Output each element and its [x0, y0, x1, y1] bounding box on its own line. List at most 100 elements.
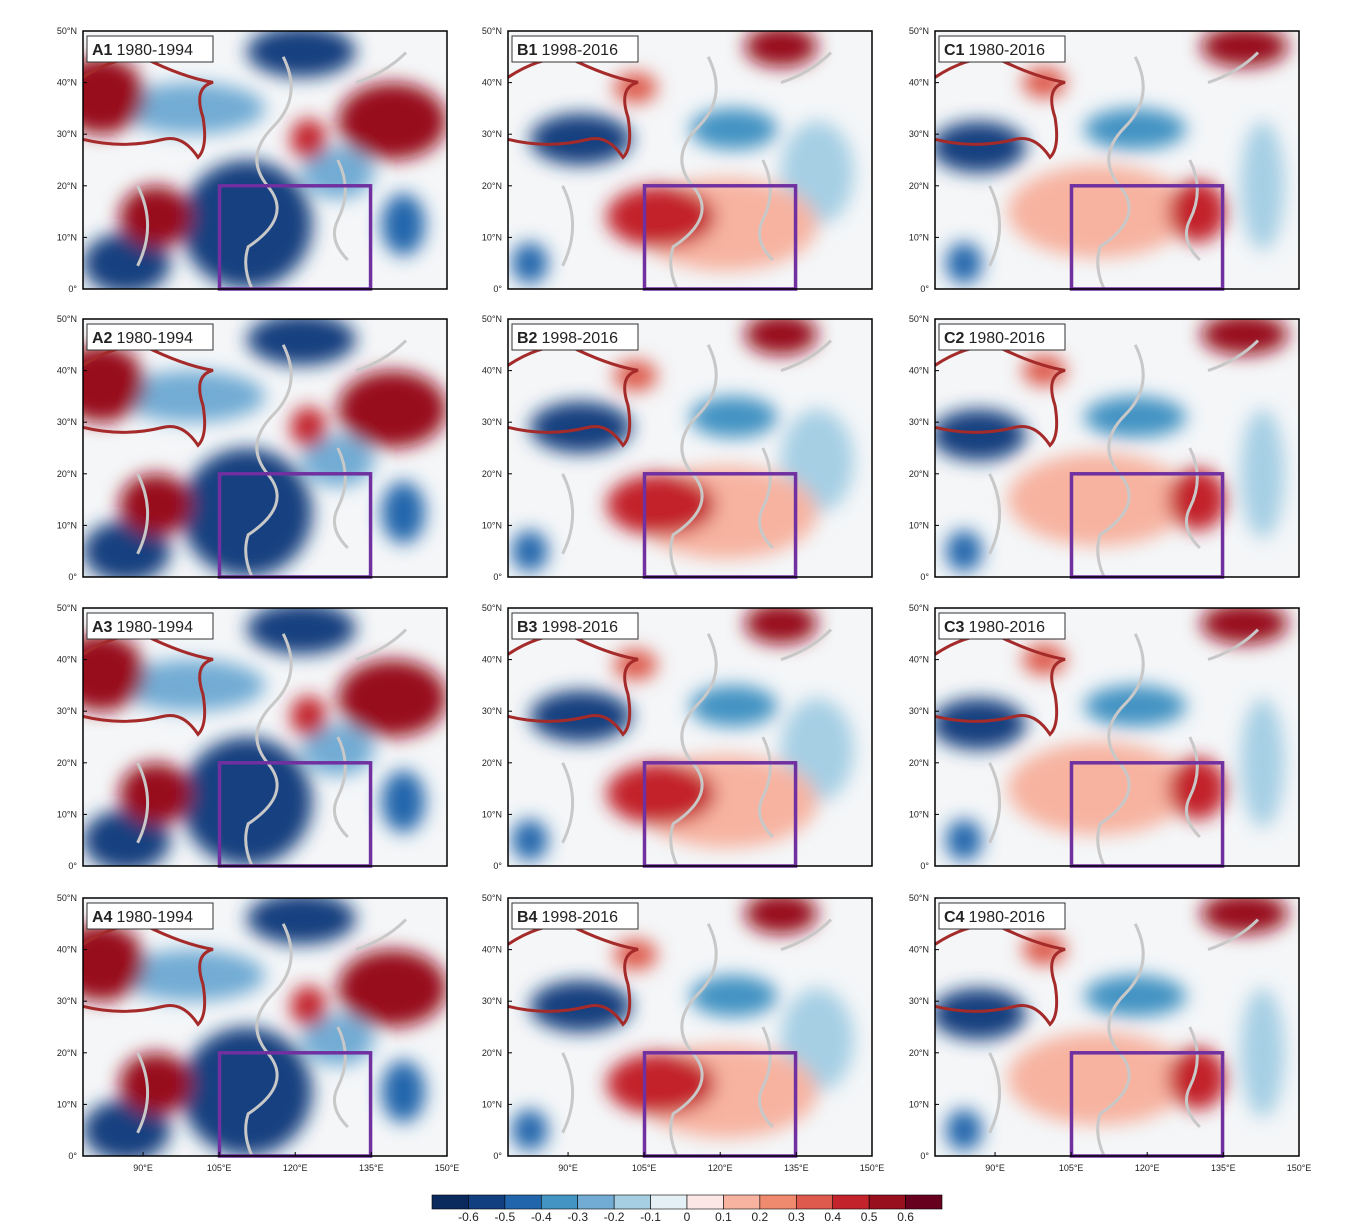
lat-label: 50°N: [482, 893, 502, 903]
lat-label: 30°N: [482, 417, 502, 427]
lat-label: 20°N: [57, 758, 77, 768]
lat-label: 10°N: [57, 520, 77, 530]
map-panel: 50°N40°N30°N20°N10°N0°B31998-2016: [482, 603, 872, 892]
anomaly: [119, 474, 192, 536]
anomaly: [530, 691, 632, 743]
panel-period: 1998-2016: [541, 42, 618, 59]
anomaly: [1008, 165, 1190, 258]
anomaly: [946, 1110, 982, 1151]
lat-label: 40°N: [57, 945, 77, 955]
panel-period: 1980-2016: [968, 619, 1045, 636]
lat-label: 10°N: [909, 1099, 929, 1109]
colorbar-swatch: [651, 1195, 687, 1209]
lat-label: 50°N: [57, 314, 77, 324]
anomaly: [290, 986, 326, 1027]
lat-label: 10°N: [482, 1099, 502, 1109]
lat-label: 30°N: [909, 417, 929, 427]
anomaly: [119, 763, 192, 825]
anomaly: [512, 531, 548, 572]
lon-label: 150°E: [435, 1163, 460, 1173]
lat-label: 0°: [68, 1151, 77, 1161]
lat-label: 20°N: [57, 181, 77, 191]
lat-label: 50°N: [482, 26, 502, 36]
field: [58, 603, 447, 892]
anomaly: [530, 981, 632, 1033]
panel-id: C4: [944, 909, 965, 926]
lon-label: 105°E: [632, 1163, 657, 1173]
panel-id: C1: [944, 42, 965, 59]
field: [931, 314, 1299, 603]
lat-label: 50°N: [482, 314, 502, 324]
panel-label: B11998-2016: [517, 42, 618, 59]
lat-label: 20°N: [57, 469, 77, 479]
anomaly: [1008, 453, 1190, 546]
anomaly: [512, 1110, 548, 1151]
lat-label: 40°N: [482, 78, 502, 88]
anomaly: [512, 243, 548, 284]
lat-label: 20°N: [482, 1048, 502, 1058]
anomaly: [290, 696, 326, 737]
anomaly: [690, 685, 777, 726]
lat-label: 40°N: [482, 655, 502, 665]
lon-label: 90°E: [133, 1163, 153, 1173]
anomaly: [381, 482, 425, 544]
panel-period: 1998-2016: [541, 909, 618, 926]
colorbar-swatch: [687, 1195, 723, 1209]
colorbar-swatch: [723, 1195, 759, 1209]
panel-id: C3: [944, 619, 965, 636]
panel-id: B3: [517, 619, 538, 636]
anomaly: [946, 820, 982, 861]
anomaly: [1201, 26, 1288, 67]
panel-period: 1998-2016: [541, 619, 618, 636]
anomaly: [247, 893, 356, 945]
lat-label: 20°N: [482, 181, 502, 191]
lon-label: 135°E: [1211, 1163, 1236, 1173]
lat-label: 0°: [920, 861, 929, 871]
panel-label: C41980-2016: [944, 909, 1045, 926]
field: [931, 893, 1299, 1182]
lon-label: 135°E: [784, 1163, 809, 1173]
anomaly: [512, 820, 548, 861]
lat-label: 20°N: [909, 758, 929, 768]
lat-label: 40°N: [482, 366, 502, 376]
panel-period: 1980-1994: [116, 619, 193, 636]
anomaly: [1241, 121, 1285, 250]
lat-label: 0°: [68, 572, 77, 582]
lat-label: 30°N: [482, 129, 502, 139]
lat-label: 30°N: [57, 129, 77, 139]
panel-id: A1: [92, 42, 113, 59]
panel-label: B31998-2016: [517, 619, 618, 636]
colorbar-swatch: [833, 1195, 869, 1209]
colorbar-tick-label: 0.6: [897, 1210, 914, 1224]
lat-label: 20°N: [482, 469, 502, 479]
colorbar-swatch: [869, 1195, 905, 1209]
colorbar-swatch: [906, 1195, 942, 1209]
lat-label: 10°N: [482, 520, 502, 530]
lat-label: 50°N: [909, 603, 929, 613]
anomaly: [1241, 988, 1285, 1117]
anomaly: [338, 83, 447, 160]
anomaly: [290, 119, 326, 160]
anomaly: [338, 371, 447, 448]
colorbar-tick-label: -0.2: [604, 1210, 625, 1224]
anomaly: [247, 314, 356, 366]
panel-id: A2: [92, 330, 113, 347]
panel-period: 1980-1994: [116, 330, 193, 347]
panel-id: B2: [517, 330, 538, 347]
panel-period: 1980-1994: [116, 42, 193, 59]
anomaly: [381, 771, 425, 833]
anomaly: [338, 660, 447, 737]
field: [58, 893, 447, 1182]
colorbar-swatch: [796, 1195, 832, 1209]
anomaly: [745, 603, 818, 644]
lat-label: 0°: [493, 1151, 502, 1161]
lat-label: 50°N: [57, 893, 77, 903]
colorbar-swatch: [614, 1195, 650, 1209]
